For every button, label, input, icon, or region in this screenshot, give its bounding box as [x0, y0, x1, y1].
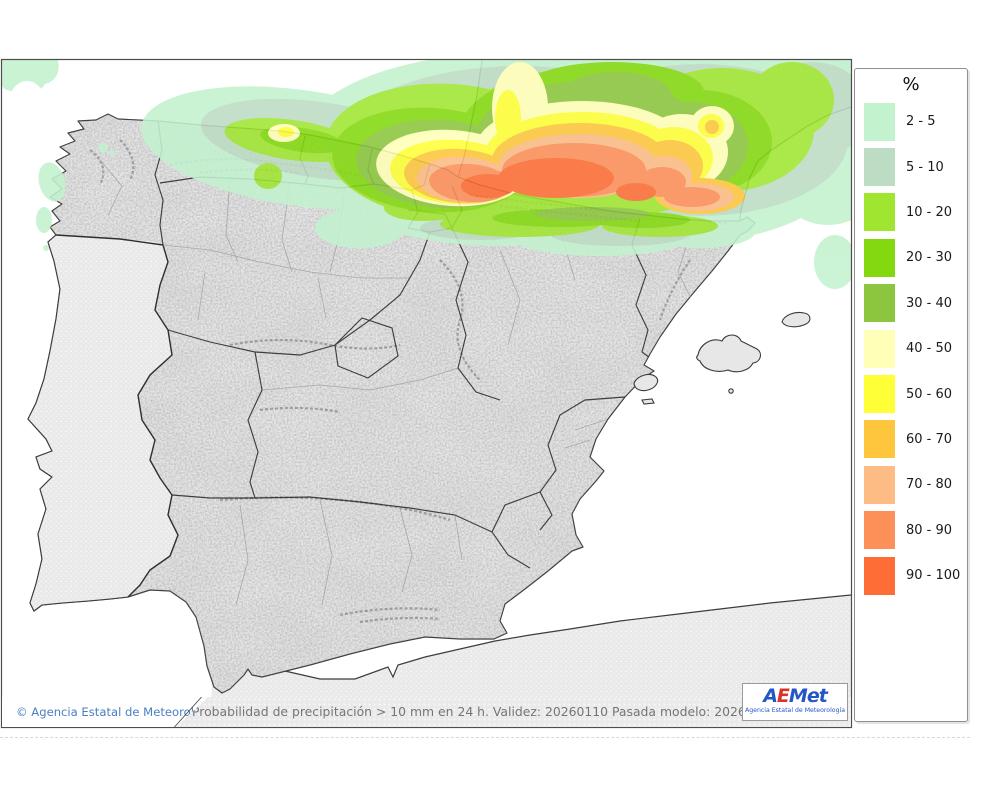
legend-swatch: [864, 148, 895, 187]
aemet-logo-subtitle: Agencia Estatal de Meteorología: [744, 707, 846, 714]
legend-swatch: [864, 193, 895, 232]
legend-item: 50 - 60: [855, 371, 967, 416]
aemet-logo-e: E: [776, 685, 790, 707]
legend-item: 90 - 100: [855, 553, 967, 598]
legend-item: 20 - 30: [855, 235, 967, 280]
aemet-logo-met: Met: [788, 685, 828, 707]
legend-panel: % 2 - 5 5 - 10 10 - 20 20 - 30 30 - 40 4…: [854, 68, 968, 722]
legend-swatch: [864, 420, 895, 459]
legend-swatch: [864, 238, 895, 277]
legend-item: 10 - 20: [855, 190, 967, 235]
legend-item: 2 - 5: [855, 99, 967, 144]
legend-item: 80 - 90: [855, 508, 967, 553]
legend-label: 60 - 70: [906, 431, 953, 447]
legend-swatch: [864, 375, 895, 414]
aemet-logo: AEMet Agencia Estatal de Meteorología: [742, 683, 848, 721]
legend-item: 70 - 80: [855, 462, 967, 507]
copyright-notice: © Agencia Estatal de Meteorología: [16, 705, 219, 719]
aemet-logo-a: A: [763, 685, 778, 707]
legend-swatch: [864, 465, 895, 504]
legend-swatch: [864, 102, 895, 141]
legend-label: 2 - 5: [906, 114, 936, 130]
legend-label: 30 - 40: [906, 295, 953, 311]
balearic-islands: [633, 311, 811, 405]
copyright-box: © Agencia Estatal de Meteorología: [2, 697, 208, 727]
probability-overlay: [2, 60, 851, 289]
legend-item: 5 - 10: [855, 144, 967, 189]
legend-list: 2 - 5 5 - 10 10 - 20 20 - 30 30 - 40 40 …: [855, 99, 967, 598]
legend-swatch: [864, 511, 895, 550]
legend-label: 70 - 80: [906, 477, 953, 493]
legend-item: 30 - 40: [855, 281, 967, 326]
legend-swatch: [864, 329, 895, 368]
legend-label: 80 - 90: [906, 522, 953, 538]
legend-item: 60 - 70: [855, 417, 967, 462]
legend-swatch: [864, 556, 895, 595]
map-frame: [0, 58, 853, 729]
legend-swatch: [864, 284, 895, 323]
legend-label: 90 - 100: [906, 568, 961, 584]
caption-text: Probabilidad de precipitación > 10 mm en…: [192, 704, 794, 719]
legend-title: %: [902, 74, 920, 95]
band-90-100: [461, 158, 656, 201]
legend-label: 20 - 30: [906, 250, 953, 266]
portugal-landmass: [27, 234, 179, 612]
legend-label: 5 - 10: [906, 159, 944, 175]
legend-item: 40 - 50: [855, 326, 967, 371]
legend-label: 10 - 20: [906, 204, 953, 220]
legend-label: 40 - 50: [906, 341, 953, 357]
aemet-logo-word: AEMet: [743, 684, 847, 708]
legend-label: 50 - 60: [906, 386, 953, 402]
bottom-dashed-line: [0, 737, 970, 738]
